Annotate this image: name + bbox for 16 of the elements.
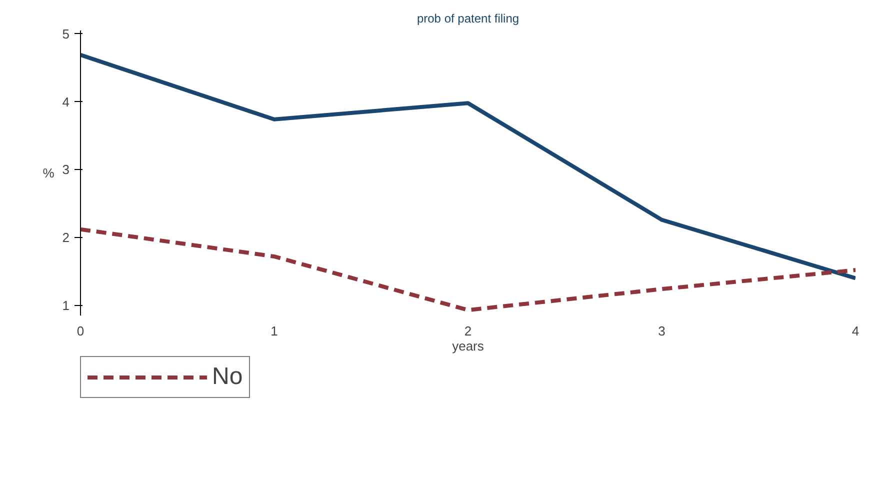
y-tick-label: 3 [62,162,70,178]
x-tick-label: 4 [852,324,860,338]
x-axis-title: years [452,338,484,354]
x-tick-label: 3 [658,324,666,338]
x-tick-label: 1 [270,324,278,338]
line-series [80,52,856,280]
y-axis-title: % [42,166,55,180]
y-tick-label: 5 [62,26,70,42]
y-tick-label: 1 [62,298,70,313]
line-series [80,227,856,312]
x-tick-label: 0 [76,324,84,338]
chart-title: prob of patent filing [416,12,520,26]
legend-label: No [212,363,243,391]
y-tick-label: 4 [62,94,70,110]
x-tick-label: 2 [464,324,472,338]
y-tick-label: 2 [62,230,70,245]
